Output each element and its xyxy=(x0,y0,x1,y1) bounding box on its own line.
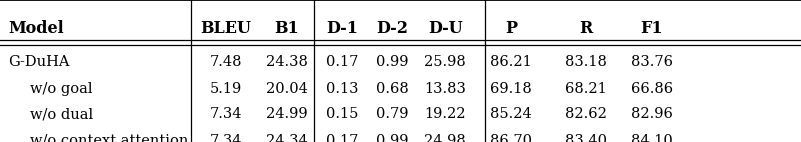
Text: 7.34: 7.34 xyxy=(210,134,242,142)
Text: 86.21: 86.21 xyxy=(490,55,532,69)
Text: 83.18: 83.18 xyxy=(566,55,607,69)
Text: D-U: D-U xyxy=(428,20,463,37)
Text: 24.38: 24.38 xyxy=(266,55,308,69)
Text: 7.48: 7.48 xyxy=(210,55,242,69)
Text: 86.70: 86.70 xyxy=(490,134,532,142)
Text: 66.86: 66.86 xyxy=(631,82,673,96)
Text: 0.79: 0.79 xyxy=(376,107,409,121)
Text: D-2: D-2 xyxy=(376,20,409,37)
Text: 83.40: 83.40 xyxy=(566,134,607,142)
Text: w/o context attention: w/o context attention xyxy=(30,134,189,142)
Text: F1: F1 xyxy=(641,20,663,37)
Text: G-DuHA: G-DuHA xyxy=(8,55,70,69)
Text: B1: B1 xyxy=(275,20,299,37)
Text: 82.96: 82.96 xyxy=(631,107,673,121)
Text: w/o goal: w/o goal xyxy=(30,82,93,96)
Text: 25.98: 25.98 xyxy=(425,55,466,69)
Text: 0.17: 0.17 xyxy=(326,55,358,69)
Text: 0.17: 0.17 xyxy=(326,134,358,142)
Text: P: P xyxy=(505,20,517,37)
Text: D-1: D-1 xyxy=(326,20,358,37)
Text: BLEU: BLEU xyxy=(200,20,252,37)
Text: 0.13: 0.13 xyxy=(326,82,358,96)
Text: 24.99: 24.99 xyxy=(266,107,308,121)
Text: 0.15: 0.15 xyxy=(326,107,358,121)
Text: Model: Model xyxy=(8,20,63,37)
Text: 84.10: 84.10 xyxy=(631,134,673,142)
Text: R: R xyxy=(580,20,593,37)
Text: 24.98: 24.98 xyxy=(425,134,466,142)
Text: 0.68: 0.68 xyxy=(376,82,409,96)
Text: 0.99: 0.99 xyxy=(376,134,409,142)
Text: 85.24: 85.24 xyxy=(490,107,532,121)
Text: 0.99: 0.99 xyxy=(376,55,409,69)
Text: 5.19: 5.19 xyxy=(210,82,242,96)
Text: 24.34: 24.34 xyxy=(266,134,308,142)
Text: 68.21: 68.21 xyxy=(566,82,607,96)
Text: w/o dual: w/o dual xyxy=(30,107,94,121)
Text: 69.18: 69.18 xyxy=(490,82,532,96)
Text: 82.62: 82.62 xyxy=(566,107,607,121)
Text: 20.04: 20.04 xyxy=(266,82,308,96)
Text: 83.76: 83.76 xyxy=(631,55,673,69)
Text: 19.22: 19.22 xyxy=(425,107,466,121)
Text: 13.83: 13.83 xyxy=(425,82,466,96)
Text: 7.34: 7.34 xyxy=(210,107,242,121)
